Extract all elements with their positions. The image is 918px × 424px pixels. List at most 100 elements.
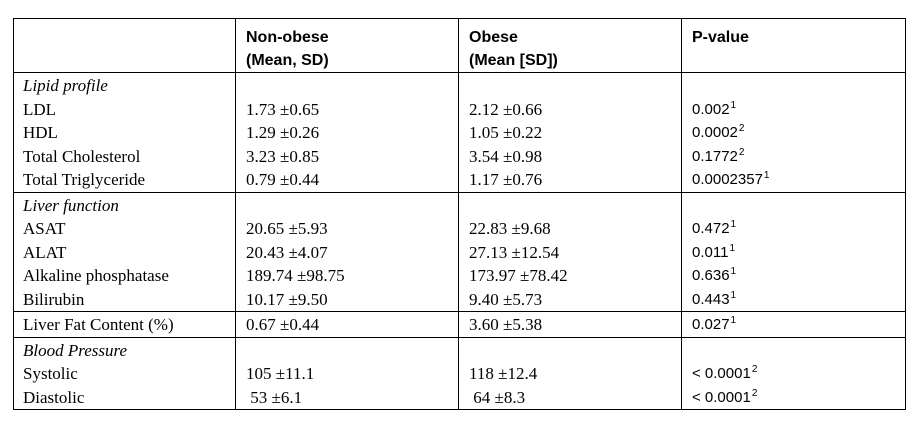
obese-value: 1.17 ±0.76 bbox=[469, 170, 543, 189]
header-p-value-text: P-value bbox=[692, 29, 749, 46]
header-obese-subtitle: (Mean [SD]) bbox=[469, 52, 558, 69]
non-obese-value: 0.67 ±0.44 bbox=[246, 315, 320, 334]
label-cell: Blood Pressure Systolic Diastolic bbox=[13, 336, 236, 410]
obese-value: 27.13 ±12.54 bbox=[469, 242, 560, 262]
p-value-test-superscript: 1 bbox=[730, 99, 737, 111]
header-cell-p-value: P-value bbox=[681, 18, 906, 73]
non-obese-value: 1.29 ±0.26 bbox=[246, 123, 320, 142]
label-cell: Liver Fat Content (%) bbox=[13, 311, 236, 338]
non-obese-cell: 20.65 ±5.93 20.43 ±4.07 189.74 ±98.75 10.17… bbox=[235, 191, 459, 312]
row-label: Liver Fat Content (%) bbox=[23, 315, 174, 334]
blank-line bbox=[469, 339, 681, 363]
obese-cell: 118 ±12.4 64 ±8.3 bbox=[458, 336, 682, 410]
non-obese-value: 1.73 ±0.65 bbox=[246, 99, 320, 119]
p-value: 0.4721 bbox=[692, 217, 905, 241]
row-label: LDL bbox=[23, 99, 57, 119]
non-obese-value: 10.17 ±9.50 bbox=[246, 289, 328, 309]
non-obese-value: 3.23 ±0.85 bbox=[246, 146, 320, 166]
p-value: < 0.00012 bbox=[692, 362, 905, 386]
p-value-number: 0.011 bbox=[692, 243, 729, 261]
p-value: 0.0111 bbox=[692, 241, 905, 265]
p-value: 0.17722 bbox=[692, 145, 905, 169]
section-title: Lipid profile bbox=[23, 76, 108, 95]
p-value: 0.4431 bbox=[692, 288, 905, 312]
p-value-number: 0.0002 bbox=[692, 124, 738, 141]
p-value: 0.0271 bbox=[692, 313, 905, 337]
p-value-cell: < 0.00012 < 0.00012 bbox=[681, 336, 906, 410]
p-value-test-superscript: 1 bbox=[730, 266, 737, 277]
p-value: 0.00022 bbox=[692, 121, 905, 145]
obese-value: 64 ±8.3 bbox=[469, 387, 526, 407]
blank-line bbox=[692, 74, 905, 98]
blank-line bbox=[469, 74, 681, 98]
blank-line bbox=[692, 194, 905, 218]
obese-value: 3.60 ±5.38 bbox=[469, 315, 543, 334]
obese-cell: 22.83 ±9.68 27.13 ±12.54 173.97 ±78.42 9.40… bbox=[458, 191, 682, 312]
row-label: Total Triglyceride bbox=[23, 170, 146, 189]
p-value-cell: 0.0271 bbox=[681, 311, 906, 338]
non-obese-value: 0.79 ±0.44 bbox=[246, 170, 320, 189]
p-value-test-superscript: 1 bbox=[730, 315, 737, 326]
non-obese-value: 53 ±6.1 bbox=[246, 387, 303, 407]
p-value-test-superscript: 1 bbox=[730, 289, 737, 301]
p-value-number: 0.1772 bbox=[692, 147, 738, 165]
blank-line bbox=[246, 74, 458, 98]
p-value-test-superscript: 1 bbox=[763, 170, 770, 181]
row-label: ALAT bbox=[23, 242, 67, 262]
non-obese-value: 105 ±11.1 bbox=[246, 364, 315, 383]
row-label: Systolic bbox=[23, 364, 78, 383]
header-non-obese-title: Non-obese bbox=[246, 29, 329, 46]
non-obese-cell: 105 ±11.1 53 ±6.1 bbox=[235, 336, 459, 410]
header-obese-title: Obese bbox=[469, 29, 518, 46]
p-value-cell: 0.0021 0.00022 0.17722 0.00023571 bbox=[681, 72, 906, 193]
header-cell-obese: Obese (Mean [SD]) bbox=[458, 18, 682, 73]
p-value-test-superscript: 2 bbox=[751, 364, 758, 375]
row-label: Total Cholesterol bbox=[23, 146, 141, 166]
p-value-number: 0.0002357 bbox=[692, 171, 763, 188]
blank-line bbox=[692, 339, 905, 363]
obese-value: 1.05 ±0.22 bbox=[469, 123, 543, 142]
p-value-number: 0.002 bbox=[692, 100, 730, 118]
header-cell-non-obese: Non-obese (Mean, SD) bbox=[235, 18, 459, 73]
non-obese-value: 20.43 ±4.07 bbox=[246, 242, 328, 262]
results-table-container: Non-obese (Mean, SD) Obese (Mean [SD]) P… bbox=[13, 18, 906, 410]
section-row: Liver function ASAT ALAT Alkaline phosphata… bbox=[13, 191, 906, 312]
obese-cell: 2.12 ±0.66 1.05 ±0.22 3.54 ±0.98 1.17 ±0.76 bbox=[458, 72, 682, 193]
section-row: Blood Pressure Systolic Diastolic 105 ±11.1… bbox=[13, 336, 906, 410]
obese-value: 118 ±12.4 bbox=[469, 364, 538, 383]
p-value: 0.00023571 bbox=[692, 168, 905, 192]
section-title: Liver function bbox=[23, 195, 119, 215]
blank-line bbox=[246, 194, 458, 218]
obese-value: 9.40 ±5.73 bbox=[469, 289, 543, 309]
p-value-number: < 0.0001 bbox=[692, 388, 751, 406]
p-value-number: 0.636 bbox=[692, 267, 730, 284]
blank-line bbox=[469, 194, 681, 218]
p-value-test-superscript: 1 bbox=[729, 242, 735, 254]
p-value: 0.0021 bbox=[692, 98, 905, 122]
p-value-test-superscript: 2 bbox=[738, 123, 745, 134]
non-obese-cell: 1.73 ±0.65 1.29 ±0.26 3.23 ±0.85 0.79 ±0.44 bbox=[235, 72, 459, 193]
obese-value: 22.83 ±9.68 bbox=[469, 219, 551, 238]
p-value-test-superscript: 2 bbox=[738, 146, 745, 158]
p-value-number: 0.027 bbox=[692, 316, 730, 333]
non-obese-cell: 0.67 ±0.44 bbox=[235, 311, 459, 338]
section-row: Lipid profile LDL HDL Total Cholesterol Tota… bbox=[13, 72, 906, 193]
p-value-test-superscript: 1 bbox=[730, 219, 737, 230]
label-cell: Lipid profile LDL HDL Total Cholesterol Tota… bbox=[13, 72, 236, 193]
p-value: < 0.00012 bbox=[692, 386, 905, 410]
p-value-number: < 0.0001 bbox=[692, 365, 751, 382]
p-value-cell: 0.4721 0.0111 0.6361 0.4431 bbox=[681, 191, 906, 312]
row-label: Bilirubin bbox=[23, 289, 85, 309]
results-table: Non-obese (Mean, SD) Obese (Mean [SD]) P… bbox=[13, 18, 906, 410]
row-label: ASAT bbox=[23, 219, 66, 238]
header-non-obese-subtitle: (Mean, SD) bbox=[246, 52, 329, 69]
section-row: Liver Fat Content (%) 0.67 ±0.44 3.60 ±5.3… bbox=[13, 311, 906, 338]
obese-value: 2.12 ±0.66 bbox=[469, 99, 543, 119]
non-obese-value: 20.65 ±5.93 bbox=[246, 219, 328, 238]
obese-value: 3.54 ±0.98 bbox=[469, 146, 543, 166]
blank-line bbox=[246, 339, 458, 363]
header-label-text bbox=[14, 19, 235, 26]
p-value-number: 0.472 bbox=[692, 220, 730, 237]
obese-cell: 3.60 ±5.38 bbox=[458, 311, 682, 338]
p-value-test-superscript: 2 bbox=[751, 387, 758, 399]
